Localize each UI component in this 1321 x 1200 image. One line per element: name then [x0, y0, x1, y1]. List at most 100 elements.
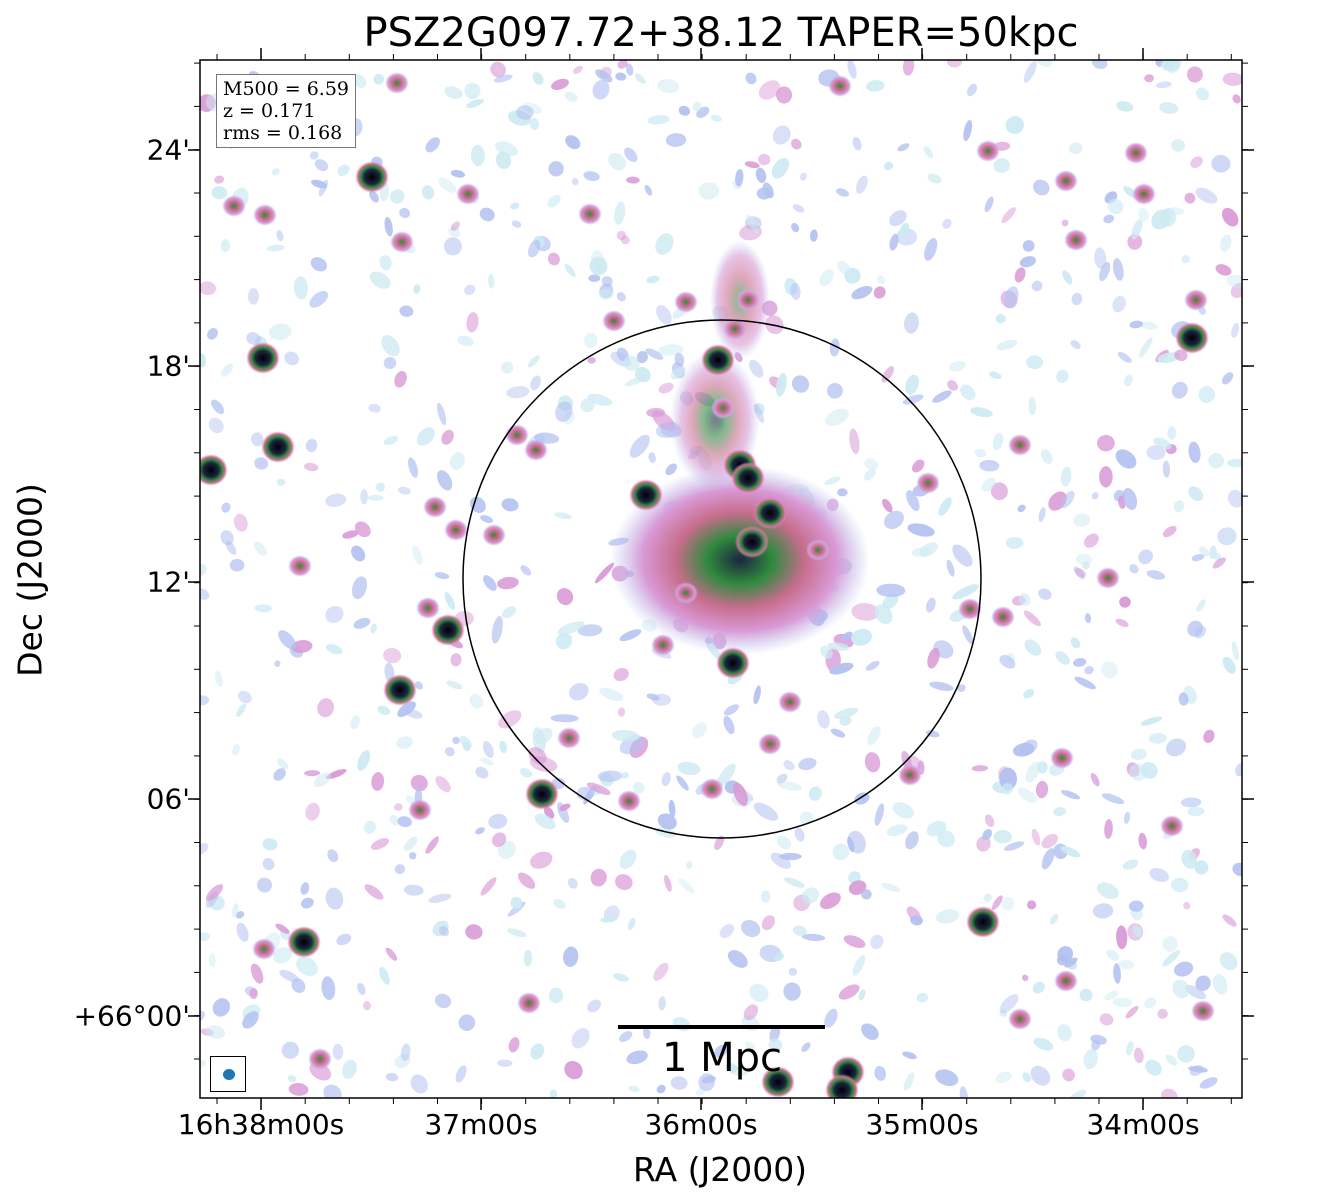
noise-blob	[437, 402, 447, 426]
noise-blob	[745, 214, 759, 234]
cluster-info-box: M500 = 6.59 z = 0.171 rms = 0.168	[216, 74, 357, 148]
noise-blob	[884, 510, 904, 530]
noise-blob	[923, 146, 934, 159]
noise-blob	[332, 1043, 344, 1060]
noise-blob	[1145, 1059, 1162, 1076]
noise-blob	[1021, 974, 1029, 982]
noise-blob	[276, 478, 286, 486]
noise-blob	[824, 408, 849, 426]
noise-blob	[565, 135, 581, 150]
noise-blob	[249, 988, 258, 999]
noise-blob	[470, 144, 485, 167]
noise-blob	[276, 230, 284, 242]
noise-blob	[1023, 610, 1041, 627]
noise-blob	[300, 882, 310, 895]
noise-blob	[619, 1031, 633, 1043]
noise-blob	[829, 662, 854, 675]
noise-blob	[632, 781, 645, 794]
noise-blob	[957, 684, 966, 692]
noise-blob	[452, 736, 460, 745]
noise-blob	[1056, 369, 1069, 383]
noise-blob	[497, 576, 519, 590]
noise-blob	[327, 849, 339, 863]
noise-blob	[271, 168, 280, 176]
noise-blob	[844, 267, 861, 284]
noise-blob	[927, 647, 940, 669]
noise-blob	[599, 288, 614, 300]
noise-blob	[279, 969, 299, 983]
noise-blob	[580, 397, 595, 413]
noise-blob	[741, 919, 761, 938]
noise-blob	[1196, 599, 1206, 612]
noise-blob	[1070, 637, 1081, 649]
noise-blob	[367, 494, 384, 501]
noise-blob	[1181, 849, 1198, 869]
noise-blob	[1177, 1045, 1195, 1063]
noise-blob	[1129, 564, 1139, 574]
noise-blob	[678, 878, 695, 894]
noise-blob	[455, 1065, 467, 1083]
noise-blob	[1060, 490, 1075, 509]
noise-blob	[342, 1059, 357, 1079]
noise-blob	[646, 275, 660, 284]
noise-blob	[1049, 913, 1059, 925]
noise-blob	[268, 323, 292, 341]
noise-blob	[1144, 74, 1154, 83]
noise-blob	[801, 1042, 811, 1053]
noise-blob	[507, 928, 527, 938]
noise-blob	[488, 813, 508, 829]
noise-blob	[783, 982, 801, 1001]
noise-blob	[438, 925, 450, 937]
axis-ticks	[188, 48, 1254, 1110]
noise-blob	[564, 1060, 583, 1080]
noise-blob	[351, 545, 366, 562]
noise-blob	[995, 1071, 1012, 1084]
noise-blob	[450, 169, 466, 178]
noise-blob	[1033, 1037, 1054, 1051]
noise-blob	[556, 588, 574, 606]
noise-blob	[646, 407, 665, 418]
bright-source	[716, 647, 750, 679]
noise-blob	[938, 497, 952, 516]
noise-blob	[450, 653, 462, 667]
plot-frame	[199, 59, 1243, 1099]
noise-blob	[1212, 973, 1228, 995]
noise-blob	[592, 80, 610, 100]
y-tick-label: 18'	[146, 349, 190, 383]
noise-blob	[1024, 639, 1042, 656]
noise-blob	[449, 452, 465, 470]
noise-blob	[373, 74, 385, 85]
noise-blob	[617, 60, 628, 69]
noise-blob	[624, 374, 648, 387]
noise-blob	[444, 747, 455, 757]
noise-blob	[1062, 270, 1073, 285]
noise-blob	[611, 730, 640, 742]
noise-blob	[1005, 116, 1025, 134]
noise-blob	[1055, 651, 1070, 665]
noise-blob	[1115, 618, 1129, 628]
noise-blob	[205, 884, 224, 901]
noise-blob	[563, 946, 579, 967]
noise-blob	[1025, 761, 1041, 783]
bright-source	[431, 614, 465, 646]
beam-box	[210, 1056, 246, 1092]
noise-blob	[791, 375, 810, 393]
noise-blob	[510, 202, 520, 210]
noise-blob	[1090, 773, 1100, 787]
noise-blob	[284, 351, 299, 366]
noise-blob	[547, 252, 560, 266]
noise-blob	[288, 1082, 309, 1096]
noise-blob	[653, 962, 669, 981]
noise-blob	[236, 703, 246, 718]
noise-blob	[572, 65, 583, 74]
noise-blob	[1161, 1088, 1178, 1098]
noise-blob	[648, 452, 656, 464]
noise-blob	[974, 448, 987, 458]
noise-blob	[567, 877, 578, 889]
noise-blob	[902, 60, 915, 76]
noise-blob	[876, 583, 906, 598]
noise-blob	[655, 233, 674, 255]
noise-blob	[1090, 1034, 1107, 1045]
